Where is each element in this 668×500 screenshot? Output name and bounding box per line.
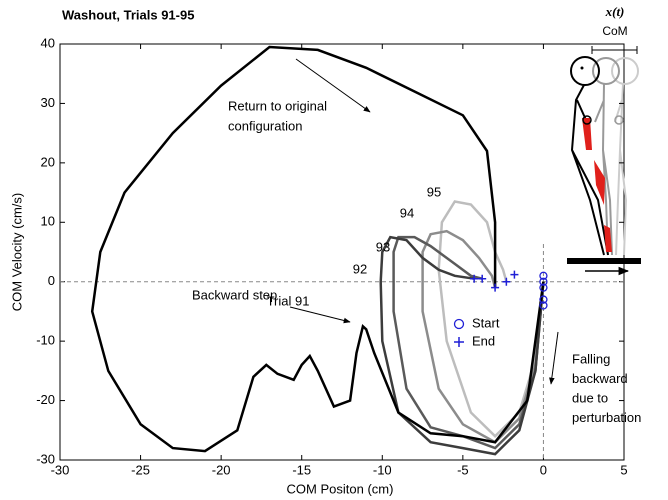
annotation-arrow: [551, 332, 558, 384]
x-axis-label: COM Positon (cm): [287, 481, 394, 496]
y-tick-label: 20: [41, 154, 55, 169]
annotation: due to: [572, 390, 608, 405]
series-label: 94: [400, 205, 414, 220]
y-axis-label: COM Velocity (cm/s): [9, 193, 24, 311]
chart-title: Washout, Trials 91-95: [62, 7, 194, 22]
plot-frame: [60, 44, 624, 460]
legend-label: End: [472, 333, 495, 348]
annotation: Return to original: [228, 98, 327, 113]
legend-symbol: [455, 320, 464, 329]
x-tick-label: -10: [373, 462, 392, 477]
x-tick-label: -25: [131, 462, 150, 477]
inset-figure: [567, 46, 641, 271]
inset-label: x(t): [605, 4, 625, 19]
x-tick-label: -5: [457, 462, 469, 477]
y-tick-label: 10: [41, 214, 55, 229]
series-label: 93: [376, 239, 390, 254]
y-tick-label: 0: [48, 273, 55, 288]
end-marker: [491, 284, 499, 292]
x-tick-label: 0: [540, 462, 547, 477]
y-tick-label: -20: [36, 392, 55, 407]
legend-symbol: [454, 337, 464, 347]
y-tick-label: -10: [36, 333, 55, 348]
end-marker: [502, 278, 510, 286]
chart: Washout, Trials 91-95 COM Positon (cm) C…: [0, 0, 668, 500]
trajectory: [394, 237, 544, 448]
x-tick-label: -20: [212, 462, 231, 477]
annotation: Backward step: [192, 287, 277, 302]
end-marker: [510, 271, 518, 279]
annotation: perturbation: [572, 410, 641, 425]
legend-label: Start: [472, 315, 500, 330]
annotation: backward: [572, 371, 628, 386]
annotation: Falling: [572, 351, 610, 366]
inset-sublabel: CoM: [602, 24, 627, 38]
y-tick-label: 40: [41, 35, 55, 50]
x-tick-label: 5: [620, 462, 627, 477]
annotation: configuration: [228, 118, 302, 133]
end-marker: [478, 275, 486, 283]
x-tick-label: -15: [292, 462, 311, 477]
series-label: 92: [353, 261, 367, 276]
annotation-arrow: [290, 307, 350, 322]
y-tick-label: 30: [41, 95, 55, 110]
y-tick-label: -30: [36, 451, 55, 466]
series-label: 95: [427, 184, 441, 199]
